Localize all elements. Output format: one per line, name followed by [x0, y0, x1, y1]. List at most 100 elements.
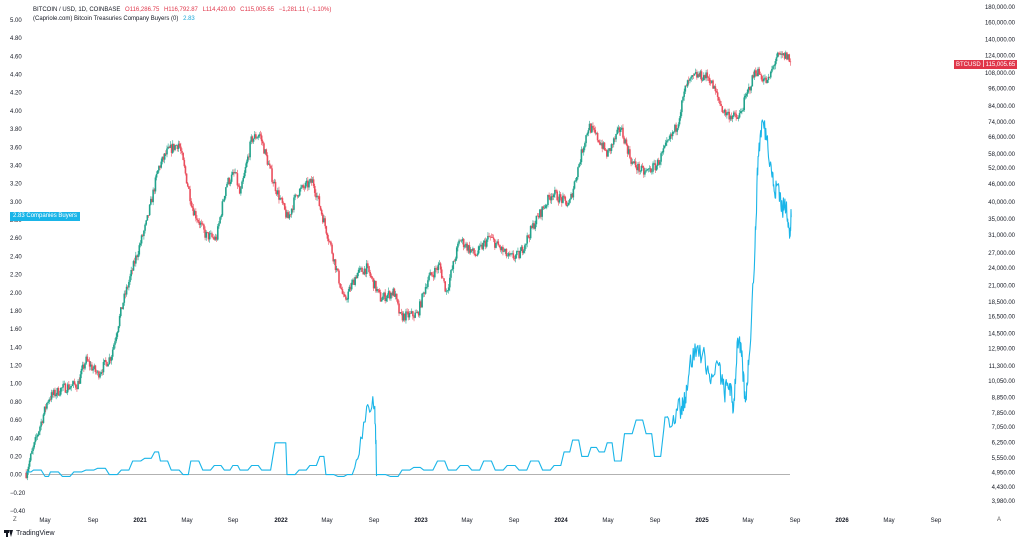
candle-body [80, 368, 83, 375]
tradingview-brand[interactable]: TradingView [4, 530, 55, 537]
candle-body [587, 130, 590, 134]
candle-body [585, 135, 587, 144]
candle-body [593, 127, 595, 130]
candle-body [207, 232, 210, 240]
candle-body [26, 471, 29, 479]
candle-body [449, 277, 451, 288]
candle-body [749, 87, 751, 91]
candle-body [746, 89, 749, 95]
candle-body [87, 360, 90, 362]
candle-body [406, 311, 408, 313]
left-tick-label: 1.40 [10, 345, 22, 351]
candle-body [729, 116, 732, 120]
candle-body [309, 178, 311, 182]
candle-body [451, 269, 453, 271]
left-tick-label: 0.60 [10, 418, 22, 424]
candle-body [274, 181, 277, 192]
candle-body [215, 236, 218, 240]
candle-body [341, 289, 344, 294]
candle-body [108, 357, 111, 365]
corner-auto[interactable]: A [997, 517, 1002, 523]
x-tick-label: 2024 [554, 518, 568, 524]
candle-body [280, 197, 283, 199]
candle-body [313, 185, 316, 193]
candle-body [707, 77, 710, 78]
candle-body [637, 163, 639, 171]
candle-body [385, 298, 388, 302]
candle-body [125, 286, 128, 295]
candle-body [472, 248, 474, 251]
candle-body [337, 268, 339, 271]
candle-body [89, 364, 92, 367]
candle-body [63, 383, 66, 385]
candle-body [520, 246, 523, 251]
candle-body [779, 53, 781, 55]
candle-body [423, 292, 426, 294]
candle-body [146, 215, 149, 221]
candle-body [135, 255, 137, 264]
candle-body [489, 236, 492, 238]
candle-body [759, 74, 762, 76]
candle-body [454, 258, 457, 262]
candle-body [562, 195, 564, 203]
candle-body [622, 127, 624, 138]
candle-body [141, 235, 144, 237]
candle-body [772, 66, 774, 69]
candle-body [357, 269, 360, 273]
candle-body [481, 244, 483, 250]
btc-candles[interactable] [25, 50, 792, 481]
candle-body [443, 278, 445, 282]
candle-body [543, 207, 546, 209]
left-tick-label: 4.20 [10, 91, 22, 97]
right-tick-label: 140,000.00 [985, 38, 1016, 44]
candle-body [376, 289, 378, 292]
candle-body [708, 77, 711, 83]
x-tick-label: May [883, 518, 894, 524]
left-tick-label: 2.40 [10, 254, 22, 260]
candle-body [567, 202, 570, 206]
candle-body [295, 194, 298, 196]
candle-body [398, 303, 400, 314]
candle-body [487, 235, 489, 240]
candle-body [369, 271, 371, 276]
corner-z[interactable]: Z [13, 517, 17, 523]
candle-body [417, 311, 420, 316]
candle-body [633, 161, 636, 163]
companies-buyers-line[interactable] [26, 119, 792, 477]
candle-body [447, 287, 450, 291]
candle-body [279, 197, 281, 200]
candle-body [240, 188, 242, 194]
indicator-tag-value: 2.83 [13, 213, 25, 219]
candle-body [118, 316, 121, 327]
candle-body [264, 149, 266, 154]
candle-body [505, 248, 508, 257]
candle-body [709, 82, 712, 84]
candle-body [681, 100, 683, 113]
right-tick-label: 31,000.00 [988, 233, 1015, 239]
left-tick-label: 0.20 [10, 454, 22, 460]
candle-body [293, 197, 295, 210]
candle-body [138, 245, 141, 255]
candle-body [242, 178, 244, 182]
candle-body [399, 312, 401, 314]
symbol-title[interactable]: BITCOIN / USD, 1D, COINBASE [33, 7, 121, 13]
candle-body [298, 188, 301, 196]
candle-body [285, 209, 287, 218]
candle-body [563, 195, 565, 197]
candle-body [774, 61, 777, 66]
candle-body [459, 240, 462, 242]
candle-body [690, 76, 692, 79]
candle-body [169, 144, 172, 148]
candle-body [769, 71, 772, 78]
candle-body [668, 139, 670, 140]
left-tick-label: 3.80 [10, 127, 22, 133]
candle-body [180, 146, 182, 151]
candle-body [159, 166, 161, 168]
companies-buyers-path [26, 119, 792, 477]
candle-body [616, 129, 619, 135]
candle-body [782, 53, 785, 55]
right-tick-label: 6,250.00 [992, 441, 1016, 447]
indicator-name[interactable]: (Capriole.com) Bitcoin Treasuries Compan… [33, 16, 179, 22]
candle-body [155, 173, 158, 178]
